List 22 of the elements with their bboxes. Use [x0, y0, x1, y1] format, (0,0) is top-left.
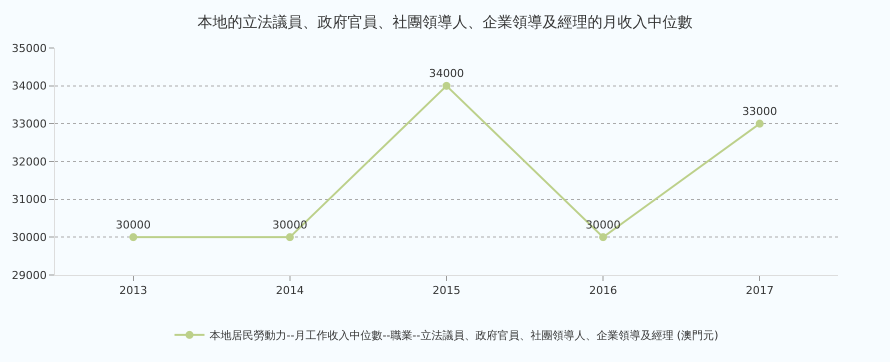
y-tick-label: 32000: [12, 155, 47, 168]
y-tick-label: 31000: [12, 193, 47, 206]
data-label: 34000: [429, 67, 464, 80]
point: [129, 233, 138, 242]
legend-label: 本地居民勞動力--月工作收入中位數--職業--立法議員、政府官員、社團領導人、企業領導及經理 (澳門元): [210, 329, 718, 342]
point: [286, 233, 294, 242]
point: [756, 120, 764, 128]
y-tick-label: 34000: [12, 80, 47, 93]
x-tick-label: 2017: [746, 284, 774, 298]
y-tick-label: 33000: [12, 118, 47, 131]
data-label: 33000: [742, 104, 778, 118]
y-tick-label: 30000: [12, 231, 47, 244]
y-tick-label: 29000: [12, 268, 47, 282]
point: [442, 82, 450, 90]
point: [599, 233, 608, 242]
x-tick-label: 2015: [432, 284, 460, 298]
x-tick-label: 2014: [276, 284, 304, 298]
chart-title: 本地的立法議員、政府官員、社團領導人、企業領導及經理的月收入中位數: [198, 12, 692, 31]
data-label: 30000: [116, 218, 151, 232]
x-tick-label: 2016: [589, 284, 618, 298]
y-tick-label: 35000: [12, 42, 47, 55]
x-tick-label: 2013: [119, 284, 148, 298]
